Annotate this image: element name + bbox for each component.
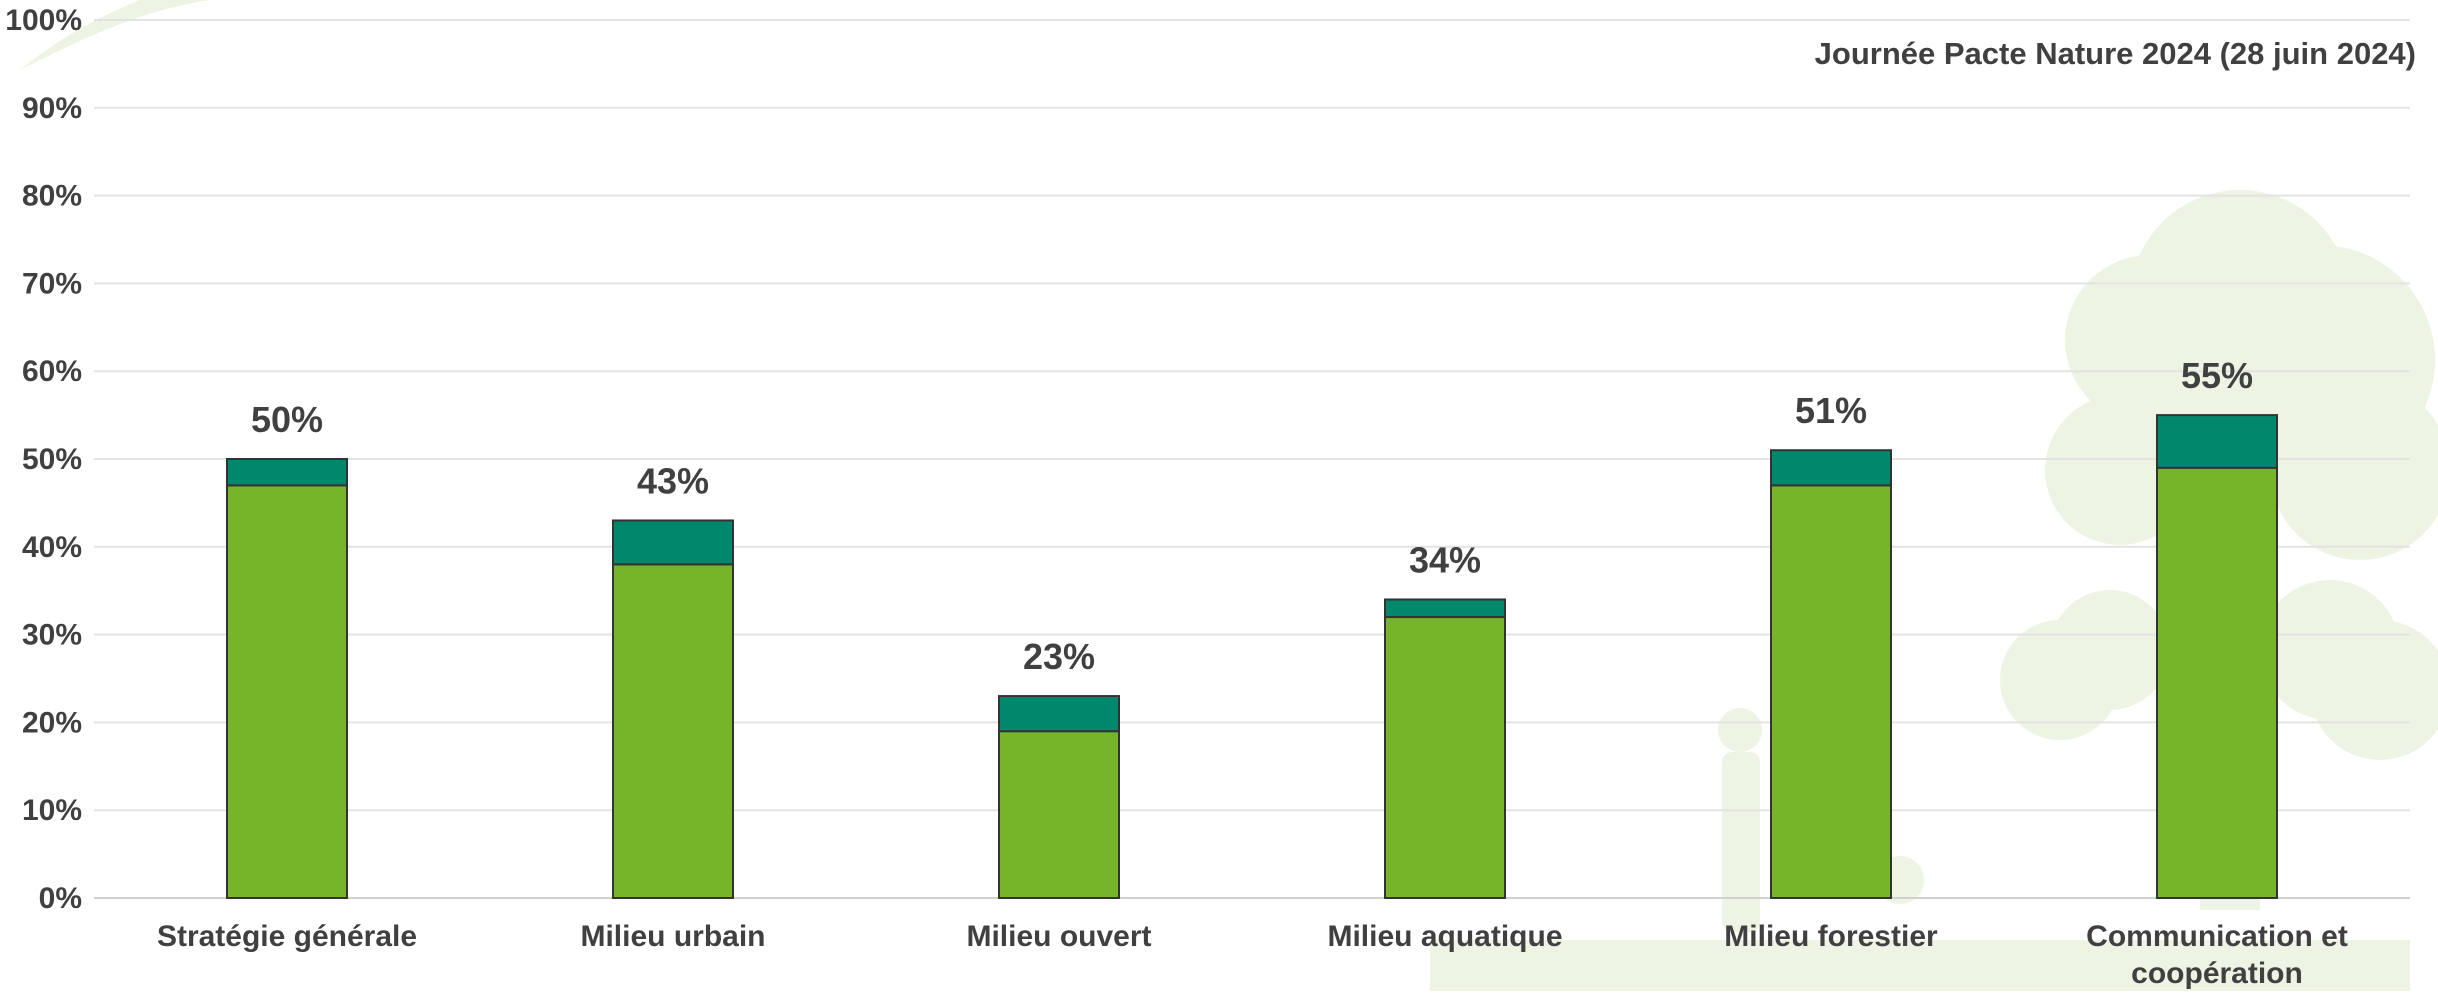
bar-segment-primary <box>1770 484 1892 899</box>
bar-segment-secondary <box>1770 449 1892 487</box>
chart-subtitle: Journée Pacte Nature 2024 (28 juin 2024) <box>1814 36 2416 71</box>
y-tick-label: 20% <box>22 706 82 739</box>
tree-decoration <box>1430 190 2438 991</box>
data-label: 43% <box>637 460 709 501</box>
x-axis: Stratégie générale Milieu urbain Milieu ou… <box>157 920 2348 990</box>
bar-segment-primary <box>998 730 1120 899</box>
x-tick-label: Milieu ouvert <box>966 920 1151 953</box>
bar-segment-secondary <box>998 695 1120 733</box>
data-label: 50% <box>251 399 323 440</box>
y-tick-label: 100% <box>5 4 82 37</box>
y-tick-label: 30% <box>22 619 82 652</box>
data-labels: 50% 43% 23% 34% 51% 55% <box>251 355 2253 677</box>
y-tick-label: 90% <box>22 92 82 125</box>
y-tick-label: 40% <box>22 531 82 564</box>
y-axis: 0% 10% 20% 30% 40% 50% 60% 70% 80% 90% 100% <box>5 4 82 915</box>
x-tick-label: Milieu forestier <box>1724 920 1938 953</box>
bar-segment-primary <box>226 484 348 899</box>
bar-segment-primary <box>1384 616 1506 899</box>
bar-segment-secondary <box>612 519 734 566</box>
data-label: 55% <box>2181 355 2253 396</box>
y-tick-label: 0% <box>39 882 82 915</box>
bar-segment-primary <box>2156 466 2278 899</box>
x-tick-label: Communication et coopération <box>2086 920 2348 990</box>
gridlines <box>94 19 2410 899</box>
y-tick-label: 60% <box>22 355 82 388</box>
leaf-decoration <box>20 0 210 70</box>
background-decoration <box>20 0 2438 991</box>
bar-segment-secondary <box>1384 598 1506 619</box>
x-tick-label: Milieu aquatique <box>1327 920 1562 953</box>
data-label: 23% <box>1023 636 1095 677</box>
bar-segment-secondary <box>2156 414 2278 469</box>
bar-segment-secondary <box>226 458 348 487</box>
x-tick-label: Milieu urbain <box>580 920 765 953</box>
y-tick-label: 80% <box>22 180 82 213</box>
y-tick-label: 10% <box>22 794 82 827</box>
bars <box>226 414 2278 899</box>
y-tick-label: 50% <box>22 443 82 476</box>
bar-segment-primary <box>612 563 734 899</box>
y-tick-label: 70% <box>22 267 82 300</box>
data-label: 51% <box>1795 390 1867 431</box>
x-tick-label: Stratégie générale <box>157 920 417 953</box>
data-label: 34% <box>1409 539 1481 580</box>
